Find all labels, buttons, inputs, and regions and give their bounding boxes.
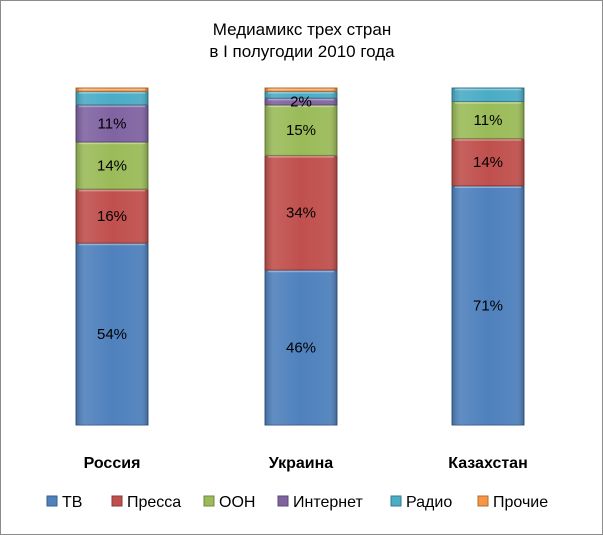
legend-label-4: Радио [406,494,452,511]
value-label-1-3: 2% [290,93,312,110]
bar-segment-shade-1-1 [265,155,337,270]
bar-segment-shade-2-1 [452,138,524,186]
bar-segment-shade-1-3 [265,98,337,105]
legend-label-2: OOH [219,494,255,511]
legend-swatch-4 [390,495,402,507]
bar-segment-shade-1-0 [265,269,337,425]
legend: ТВ Пресса OOH Интернет Радио Прочие [46,494,548,511]
category-label-1: Украина [269,455,334,472]
bar-segment-shade-0-3 [76,104,148,142]
legend-label-5: Прочие [493,494,548,511]
value-label-0-1: 16% [97,208,127,225]
bar-segment-shade-0-4 [76,91,148,105]
category-label-0: Россия [84,455,141,472]
legend-swatch-3 [277,495,289,507]
value-labels-group: 54% 16% 14% 11% 46% 34% 15% 2% 71% 14% 11% [97,93,503,356]
bar-segment-shade-2-2 [452,101,524,139]
legend-swatch-0 [46,495,58,507]
bar-segment-shade-1-2 [265,104,337,156]
bars-group [75,87,525,426]
bar-segment-shade-2-4 [452,88,524,102]
legend-swatch-1 [111,495,123,507]
value-label-1-2: 15% [286,122,316,139]
value-label-0-3: 11% [98,115,127,132]
value-label-2-2: 11% [474,112,503,129]
bar-segment-shade-0-5 [76,88,148,92]
bar-segment-shade-1-4 [265,91,337,99]
legend-label-1: Пресса [127,494,181,511]
value-label-1-1: 34% [286,205,316,222]
bar-segment-shade-0-2 [76,141,148,190]
legend-swatch-5 [477,495,489,507]
value-label-2-0: 71% [473,297,503,314]
chart-title-line-2: в I полугодии 2010 года [209,42,395,61]
bar-segment-shade-0-0 [76,243,148,425]
bar-segment-shade-1-5 [265,88,337,92]
legend-swatch-2 [203,495,215,507]
value-label-0-2: 14% [97,158,127,175]
legend-label-3: Интернет [293,494,363,511]
category-labels-group: Россия Украина Казахстан [84,455,528,472]
value-label-0-0: 54% [97,326,127,343]
value-label-2-1: 14% [473,154,503,171]
bar-segment-shade-0-1 [76,189,148,244]
value-label-1-0: 46% [286,339,316,356]
bar-segment-shade-2-0 [452,185,524,425]
category-label-2: Казахстан [448,455,528,472]
legend-label-0: ТВ [62,494,82,511]
chart-title-line-1: Медиамикс трех стран [213,20,391,39]
